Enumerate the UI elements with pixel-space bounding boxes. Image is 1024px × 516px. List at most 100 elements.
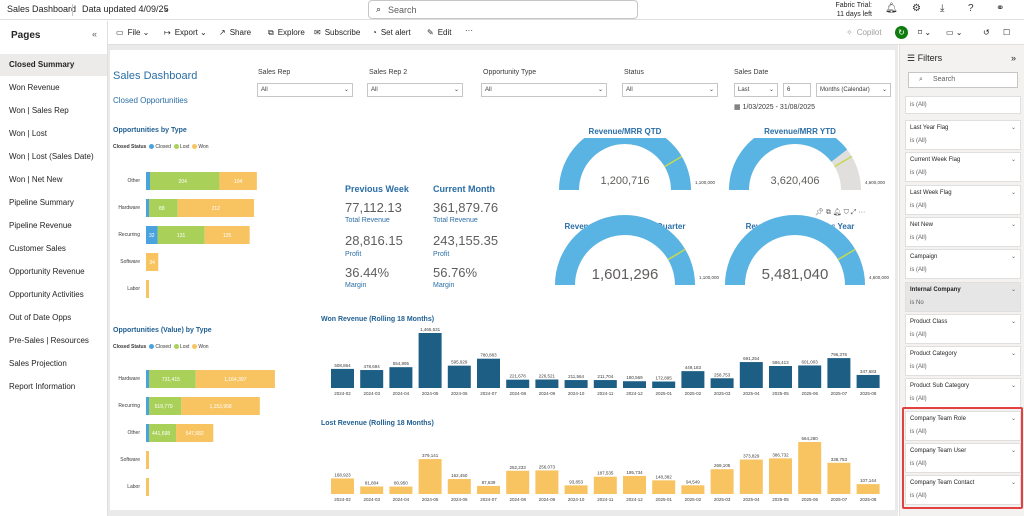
bar-segment-won [195, 370, 275, 388]
page-item[interactable]: Won | Net New [9, 175, 63, 184]
previous-week-profit-label: Profit [345, 251, 362, 258]
chevron-down-icon[interactable]: ⌄ [1010, 415, 1016, 422]
bar-segment-lost [146, 172, 220, 190]
subscribe-button[interactable]: ✉ Subscribe [314, 28, 360, 37]
filter-card-top[interactable]: is (All) [905, 96, 1021, 114]
sales-date-mode[interactable]: Last ⌄ [734, 83, 778, 97]
bar-segment-won [204, 226, 250, 244]
x-tick-label: 2025-04 [743, 497, 760, 502]
filters-heading[interactable]: ☰ Filters [907, 53, 942, 64]
chevron-down-icon[interactable]: ⌄ [1010, 448, 1016, 454]
chevron-down-icon[interactable]: ⌄ [1010, 286, 1016, 293]
sales-date-range[interactable]: ▦ 1/03/2025 - 31/08/2025 [734, 103, 815, 111]
x-tick-label: 2024-04 [393, 391, 410, 396]
edit-button[interactable]: ✎ Edit [427, 28, 452, 37]
bell-icon[interactable]: 🔔︎ [885, 3, 898, 14]
chevron-down-icon[interactable]: ⌄ [163, 4, 170, 13]
share-button[interactable]: ↗ Share [219, 28, 251, 37]
status-slicer[interactable]: All ⌄ [622, 83, 718, 97]
page-item[interactable]: Report Information [9, 382, 76, 391]
x-tick-label: 2024-02 [334, 497, 351, 502]
sales-date-unit[interactable]: Months (Calendar) ⌄ [816, 83, 891, 97]
filter-card[interactable]: Last Year Flag is (All) ⌄ [905, 120, 1021, 150]
data-updated-label[interactable]: Data updated 4/09/25 [82, 4, 169, 14]
bookmark-icon[interactable]: ⌑ ⌄ [918, 28, 932, 37]
reset-icon[interactable]: ↺ [983, 28, 990, 37]
page-item[interactable]: Closed Summary [0, 54, 107, 76]
chevron-down-icon[interactable]: ⌄ [1010, 157, 1016, 164]
sales-date-count[interactable]: 6 [783, 83, 811, 97]
set-alert-button[interactable]: ◔ Set alert [372, 28, 411, 37]
page-item[interactable]: Sales Projection [9, 359, 67, 368]
filter-card[interactable]: Net New is (All) ⌄ [905, 216, 1021, 247]
page-item[interactable]: Won | Lost (Sales Date) [9, 152, 94, 161]
won-revenue-chart: 508,864 2024-02 478,694 2024-03 554,895 2024-… [331, 327, 880, 396]
filter-card[interactable]: Product Sub Category is (All) ⌄ [905, 378, 1021, 409]
trial-line-1: Fabric Trial: [835, 2, 872, 9]
help-icon[interactable]: ? [968, 3, 974, 14]
collapse-filters-icon[interactable]: » [1011, 53, 1017, 63]
x-tick-label: 2025-04 [743, 391, 760, 396]
chevron-down-icon[interactable]: ⌄ [1010, 189, 1016, 196]
chevron-down-icon[interactable]: ⌄ [1010, 351, 1016, 358]
x-tick-label: 2024-12 [626, 497, 643, 502]
chevron-down-icon[interactable]: ⌄ [1010, 125, 1016, 131]
page-item[interactable]: Pipeline Revenue [9, 221, 72, 230]
chevron-down-icon[interactable]: ⌄ [1010, 221, 1016, 228]
app-title[interactable]: Sales Dashboard [7, 4, 77, 14]
chevron-down-icon[interactable]: ⌄ [1010, 254, 1016, 261]
chevron-down-icon[interactable]: ⌄ [1010, 383, 1016, 390]
bar [535, 379, 559, 388]
collapse-icon[interactable]: « [92, 29, 98, 39]
filter-value: is (All) [910, 102, 927, 108]
page-item[interactable]: Opportunity Revenue [9, 267, 85, 276]
comment-icon[interactable]: ☐ [1003, 28, 1011, 37]
view-icon[interactable]: ▭ ⌄ [946, 28, 963, 37]
bar [564, 485, 588, 494]
file-menu[interactable]: ▭ File ⌄ [116, 28, 150, 37]
sales-rep-slicer[interactable]: All ⌄ [257, 83, 353, 97]
x-tick-label: 2025-08 [860, 391, 877, 396]
filter-card[interactable]: Company Team Contact is (All) ⌄ [905, 475, 1021, 506]
filter-card[interactable]: Company Team User is (All) ⌄ [905, 443, 1021, 473]
filter-card[interactable]: Internal Company is No ⌄ [905, 281, 1021, 312]
page-item[interactable]: Pre-Sales | Resources [9, 336, 89, 345]
page-item[interactable]: Won Revenue [9, 83, 60, 92]
chevron-down-icon[interactable]: ⌄ [1010, 318, 1016, 325]
page-item[interactable]: Won | Lost [9, 129, 47, 138]
search-input[interactable]: ⌕ Search [368, 0, 638, 19]
x-tick-label: 2024-08 [509, 391, 526, 396]
download-icon[interactable]: ⤓ [940, 3, 945, 14]
filters-search-input[interactable]: ⌕ Search [908, 72, 1018, 88]
filter-card[interactable]: Product Class is (All) ⌄ [905, 313, 1021, 344]
page-item[interactable]: Out of Date Opps [9, 313, 72, 322]
previous-week-profit: 28,816.15 [345, 233, 403, 248]
page-item[interactable]: Pipeline Summary [9, 198, 74, 207]
opportunity-type-slicer[interactable]: All ⌄ [481, 83, 607, 97]
filter-card[interactable]: Last Week Flag is (All) ⌄ [905, 184, 1021, 215]
bar-segment-won [219, 172, 257, 190]
filter-card[interactable]: Product Category is (All) ⌄ [905, 346, 1021, 377]
page-item[interactable]: Customer Sales [9, 244, 66, 253]
visual-header-icons[interactable]: 📌︎ ⧉ 🔔︎ ⛉ ⤢ ··· [815, 209, 866, 216]
filter-card[interactable]: Company Team Role is (All) ⌄ [905, 410, 1021, 441]
page-item[interactable]: Won | Sales Rep [9, 106, 69, 115]
share-people-icon[interactable]: ⚭ [996, 3, 1005, 14]
export-menu[interactable]: ↦ Export ⌄ [164, 28, 207, 37]
previous-week-title: Previous Week [345, 184, 409, 194]
chevron-down-icon[interactable]: ⌄ [1010, 480, 1016, 487]
previous-week-margin-label: Margin [345, 282, 367, 289]
gear-icon[interactable]: ⚙ [912, 3, 921, 14]
export-label: Export [174, 28, 198, 37]
more-options-button[interactable]: ··· [465, 26, 473, 35]
refresh-icon[interactable]: ↻ [895, 26, 908, 39]
filter-card[interactable]: Current Week Flag is (All) ⌄ [905, 152, 1021, 183]
sales-rep-2-slicer[interactable]: All ⌄ [367, 83, 463, 97]
data-label: 780,883 [480, 353, 497, 358]
page-item[interactable]: Opportunity Activities [9, 290, 84, 299]
explore-button[interactable]: ⧉ Explore [268, 28, 305, 38]
lost-revenue-chart: 168,923 2024-02 81,804 2024-03 80,950 2024-04… [331, 436, 880, 502]
copilot-button[interactable]: ✧ Copilot [846, 28, 882, 37]
trial-status[interactable]: Fabric Trial: 11 days left [830, 1, 872, 19]
filter-card[interactable]: Campaign is (All) ⌄ [905, 249, 1021, 280]
